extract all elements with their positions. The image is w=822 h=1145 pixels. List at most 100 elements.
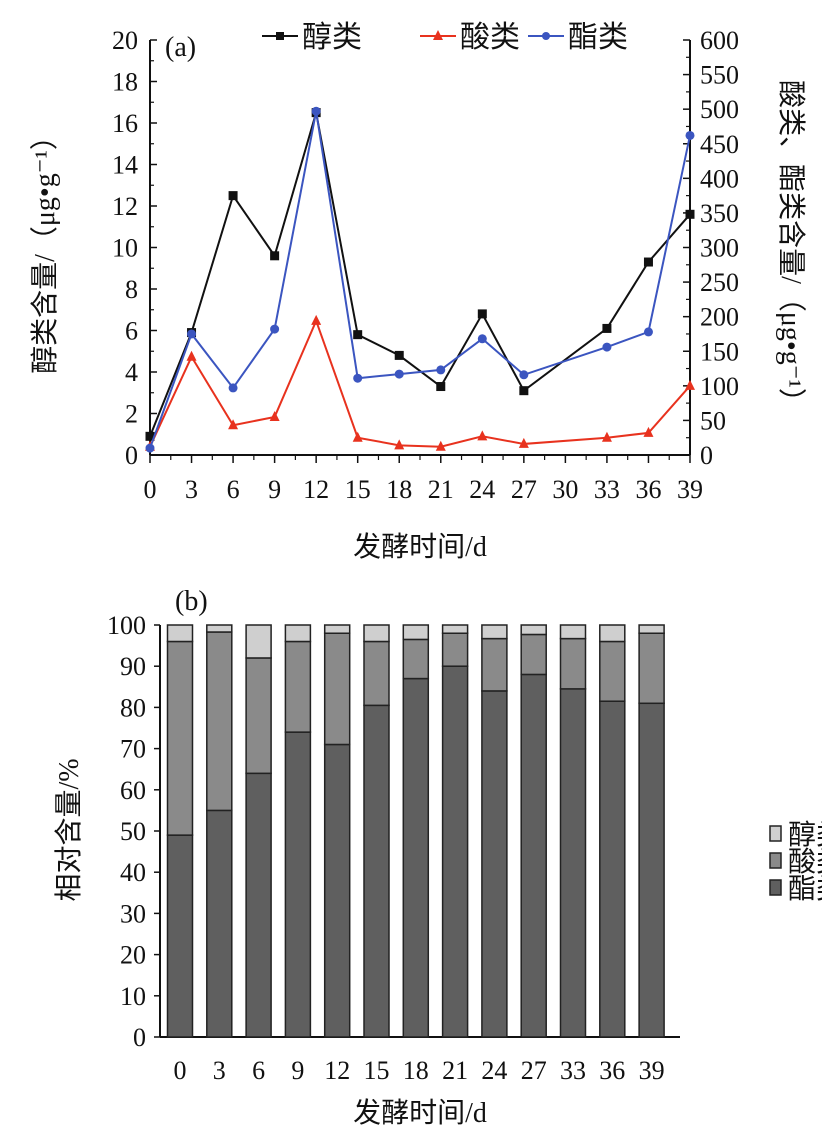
legend-label: 酯类 [568,21,628,54]
bar-segment-醇类 [206,624,233,633]
legend-label-b: 酯类 [788,873,822,905]
left-tick-label: 0 [125,441,138,470]
legend-swatch-b [769,825,782,842]
left-tick-label: 12 [112,192,138,221]
legend-label-b: 醇类 [788,819,822,851]
y-axis-title-b: 相对含量/% [53,758,85,901]
y-tick-label-b: 90 [120,652,146,681]
data-point-square [270,251,280,261]
data-point-square [394,350,404,360]
data-point-triangle [352,431,363,442]
right-tick-label: 500 [700,95,739,124]
right-tick-label: 550 [700,61,739,90]
legend-label: 酸类 [460,21,520,54]
left-tick-label: 4 [125,358,138,387]
x-tick-label: 12 [303,475,329,504]
y-tick-label-b: 10 [120,982,146,1011]
right-tick-label: 0 [700,441,713,470]
right-tick-label: 300 [700,234,739,263]
data-point-square [602,323,612,333]
bar-segment-酸类 [363,640,390,707]
data-point-triangle [643,426,654,437]
legend-marker-square [276,32,284,40]
bar-segment-醇类 [245,624,272,659]
legend-marker-triangle [433,30,443,40]
bar-segment-酸类 [638,632,665,705]
data-point-triangle [477,430,488,441]
x-tick-label: 39 [677,475,703,504]
bar-segment-醇类 [323,624,351,634]
data-point-triangle [435,440,446,451]
bar-segment-醇类 [402,624,430,641]
bar-segment-酸类 [559,637,587,690]
x-tick-label: 24 [469,475,495,504]
x-tick-label-b: 3 [213,1056,226,1085]
legend-label: 醇类 [302,21,362,54]
data-point-triangle [394,439,405,450]
x-tick-label-b: 33 [560,1056,586,1085]
legend-swatch-b [769,879,782,896]
data-point-square [519,386,529,396]
x-tick-label: 30 [552,475,578,504]
bar-segment-酯类 [363,704,390,1038]
bar-segment-酯类 [206,809,233,1038]
x-tick-label: 6 [227,475,240,504]
bar-segment-酸类 [441,632,469,667]
x-tick-label-b: 18 [403,1056,429,1085]
data-point-circle [602,342,612,352]
data-point-square [643,257,653,267]
bar-segment-酯类 [166,834,194,1038]
right-tick-label: 450 [700,130,739,159]
bar-segment-酸类 [206,631,233,812]
bar-segment-醇类 [166,624,194,643]
bar-segment-醇类 [520,624,547,636]
data-point-circle [643,327,653,337]
data-point-circle [436,365,446,375]
data-point-circle [270,324,280,334]
y-tick-label-b: 20 [120,941,146,970]
x-tick-label-b: 15 [364,1056,390,1085]
data-point-triangle [311,314,322,325]
x-tick-label-b: 0 [174,1056,187,1085]
bar-segment-酯类 [323,743,351,1038]
data-point-triangle [601,431,612,442]
x-tick-label-b: 24 [481,1056,507,1085]
left-axis-title: 醇类含量/（μg•g⁻¹） [29,122,61,374]
x-tick-label: 0 [144,475,157,504]
bar-segment-醇类 [284,624,312,643]
x-tick-label-b: 9 [291,1056,304,1085]
right-tick-label: 100 [700,372,739,401]
x-tick-label: 15 [345,475,371,504]
left-tick-label: 8 [125,275,138,304]
bar-segment-醇类 [559,624,587,640]
bar-segment-醇类 [441,624,469,634]
bar-segment-酯类 [402,677,430,1038]
x-axis-title-b: 发酵时间/d [353,1097,487,1129]
data-point-triangle [269,410,280,421]
x-tick-label-b: 6 [252,1056,265,1085]
y-tick-label-b: 60 [120,776,146,805]
bar-segment-酯类 [284,731,312,1038]
right-tick-label: 150 [700,337,739,366]
x-tick-label-b: 39 [639,1056,665,1085]
y-tick-label-b: 30 [120,899,146,928]
x-axis-title-a: 发酵时间/d [353,531,487,563]
legend-marker-circle [542,32,550,40]
right-tick-label: 200 [700,303,739,332]
left-tick-label: 2 [125,400,138,429]
y-tick-label-b: 50 [120,817,146,846]
data-point-circle [228,383,238,393]
x-tick-label-b: 36 [599,1056,625,1085]
bar-segment-酸类 [323,632,351,746]
right-tick-label: 400 [700,164,739,193]
data-point-square [145,431,155,441]
legend-swatch-b [769,852,782,869]
y-tick-label-b: 80 [120,693,146,722]
left-tick-label: 18 [112,68,138,97]
bar-segment-酯类 [520,673,547,1038]
x-tick-label: 9 [268,475,281,504]
y-tick-label-b: 70 [120,735,146,764]
x-tick-label: 33 [594,475,620,504]
right-tick-label: 600 [700,26,739,55]
